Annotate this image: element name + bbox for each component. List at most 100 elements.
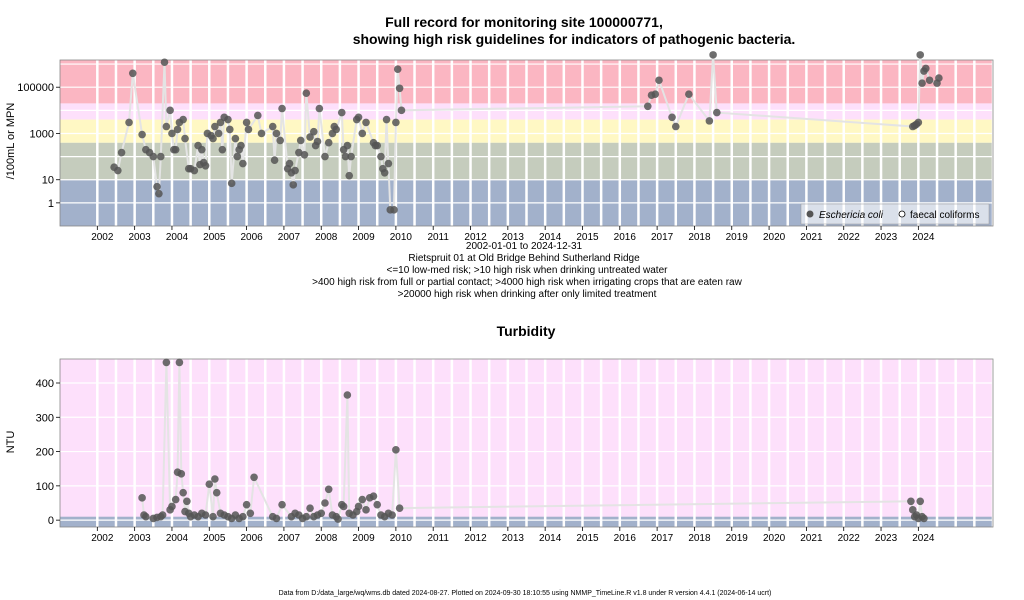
x-tick-label: 2012 [464, 232, 487, 243]
x-tick-label: 2010 [390, 232, 413, 243]
x-tick-label: 2002 [91, 232, 114, 243]
ecoli-point [162, 122, 171, 131]
ecoli-point [671, 122, 680, 131]
ecoli-point [278, 104, 286, 113]
bacteria-plot: 1 10 1000 100000 2002 2003 2004 2005 2006 2007 200… [17, 51, 995, 243]
ecoli-point [313, 137, 322, 146]
ecoli-point [332, 125, 340, 134]
ecoli-point [384, 159, 393, 168]
x-tick-label: 2010 [390, 533, 413, 544]
turbidity-point [392, 446, 400, 454]
x-tick-label: 2004 [166, 533, 189, 544]
x-tick-label: 2015 [576, 533, 599, 544]
ecoli-point [214, 129, 223, 138]
x-tick-label: 2018 [688, 533, 711, 544]
turbidity-point [388, 511, 396, 519]
y-tick-label: 400 [36, 378, 54, 390]
turbidity-point [212, 488, 221, 497]
x-tick-label: 2003 [129, 232, 152, 243]
ecoli-point [935, 74, 943, 82]
ecoli-point [651, 90, 660, 98]
x-tick-label: 2019 [726, 232, 749, 243]
ecoli-point [291, 166, 299, 175]
turbidity-point [302, 512, 311, 521]
x-tick-label: 2016 [614, 232, 637, 243]
ecoli-point [114, 166, 122, 175]
legend-box [800, 203, 990, 225]
ecoli-point [224, 115, 232, 124]
ecoli-point [156, 152, 165, 161]
ecoli-point [705, 117, 714, 125]
ecoli-point [168, 129, 176, 138]
ecoli-point [209, 134, 217, 143]
turbidity-point [158, 511, 167, 519]
ecoli-point [226, 125, 234, 134]
x-tick-label: 2011 [427, 533, 449, 544]
turbidity-title: Turbidity [497, 323, 556, 339]
turbidity-point [168, 502, 176, 511]
turbidity-point [242, 500, 251, 509]
ecoli-point [343, 141, 352, 150]
turbidity-point [339, 502, 348, 511]
ecoli-point [190, 166, 199, 175]
x-tick-label: 2002 [91, 533, 114, 544]
bacteria-y-axis-label: /100mL or MPN [5, 103, 17, 180]
turbidity-point [183, 497, 191, 506]
ecoli-point [643, 102, 652, 111]
ecoli-point [239, 159, 247, 168]
turbidity-point [175, 358, 184, 367]
turbidity-point [373, 500, 382, 509]
x-tick-label: 2016 [614, 533, 637, 544]
ecoli-point [914, 118, 923, 127]
ecoli-point [153, 182, 161, 191]
ecoli-point [155, 189, 163, 198]
y-tick-label: 100 [36, 481, 54, 493]
x-tick-label: 2004 [166, 232, 189, 243]
ecoli-point [268, 122, 277, 131]
y-tick-label: 200 [36, 447, 54, 459]
x-tick-label: 2022 [838, 232, 861, 243]
turbidity-y-axis-label: NTU [5, 431, 17, 454]
turbidity-point [250, 473, 258, 482]
ecoli-point [324, 138, 333, 147]
turbidity-point [278, 500, 286, 509]
ecoli-point [160, 58, 169, 67]
turbidity-point [920, 514, 928, 523]
turbidity-point [369, 492, 378, 500]
ecoli-point [321, 152, 329, 161]
x-tick-label: 2003 [129, 533, 152, 544]
ecoli-point [289, 181, 298, 189]
ecoli-point [341, 152, 350, 161]
legend-ecoli-label: Eschericia coli [819, 210, 884, 221]
x-tick-label: 2023 [875, 232, 898, 243]
turbidity-point [179, 488, 187, 497]
turbidity-point [138, 494, 146, 502]
ecoli-point [242, 118, 251, 127]
ecoli-point [393, 65, 402, 74]
y-tick-label: 10 [42, 175, 54, 187]
ecoli-point [354, 113, 363, 122]
x-tick-label: 2013 [502, 232, 525, 243]
site-name-line: Rietspruit 01 at Old Bridge Behind Suthe… [408, 253, 640, 264]
ecoli-point [198, 145, 206, 154]
x-tick-label: 2018 [688, 232, 711, 243]
x-tick-label: 2006 [240, 533, 263, 544]
turbidity-point [916, 497, 925, 506]
x-tick-label: 2007 [278, 232, 301, 243]
y-tick-label: 1 [48, 198, 54, 210]
ecoli-point [257, 129, 266, 138]
date-range-line: 2002-01-01 to 2024-12-31 [466, 241, 583, 252]
legend-ecoli-marker [806, 210, 814, 218]
ecoli-point [916, 51, 925, 59]
plot-frame [59, 59, 994, 227]
y-tick-label: 1000 [30, 128, 54, 140]
turbidity-point [162, 358, 171, 367]
x-tick-label: 2017 [651, 533, 674, 544]
turbidity-point [343, 391, 352, 399]
ecoli-point [237, 141, 245, 150]
x-tick-label: 2022 [838, 533, 861, 544]
ecoli-point [925, 76, 934, 85]
turbidity-point [317, 509, 326, 518]
legend-fc-marker [898, 210, 906, 218]
x-tick-label: 2020 [763, 232, 786, 243]
